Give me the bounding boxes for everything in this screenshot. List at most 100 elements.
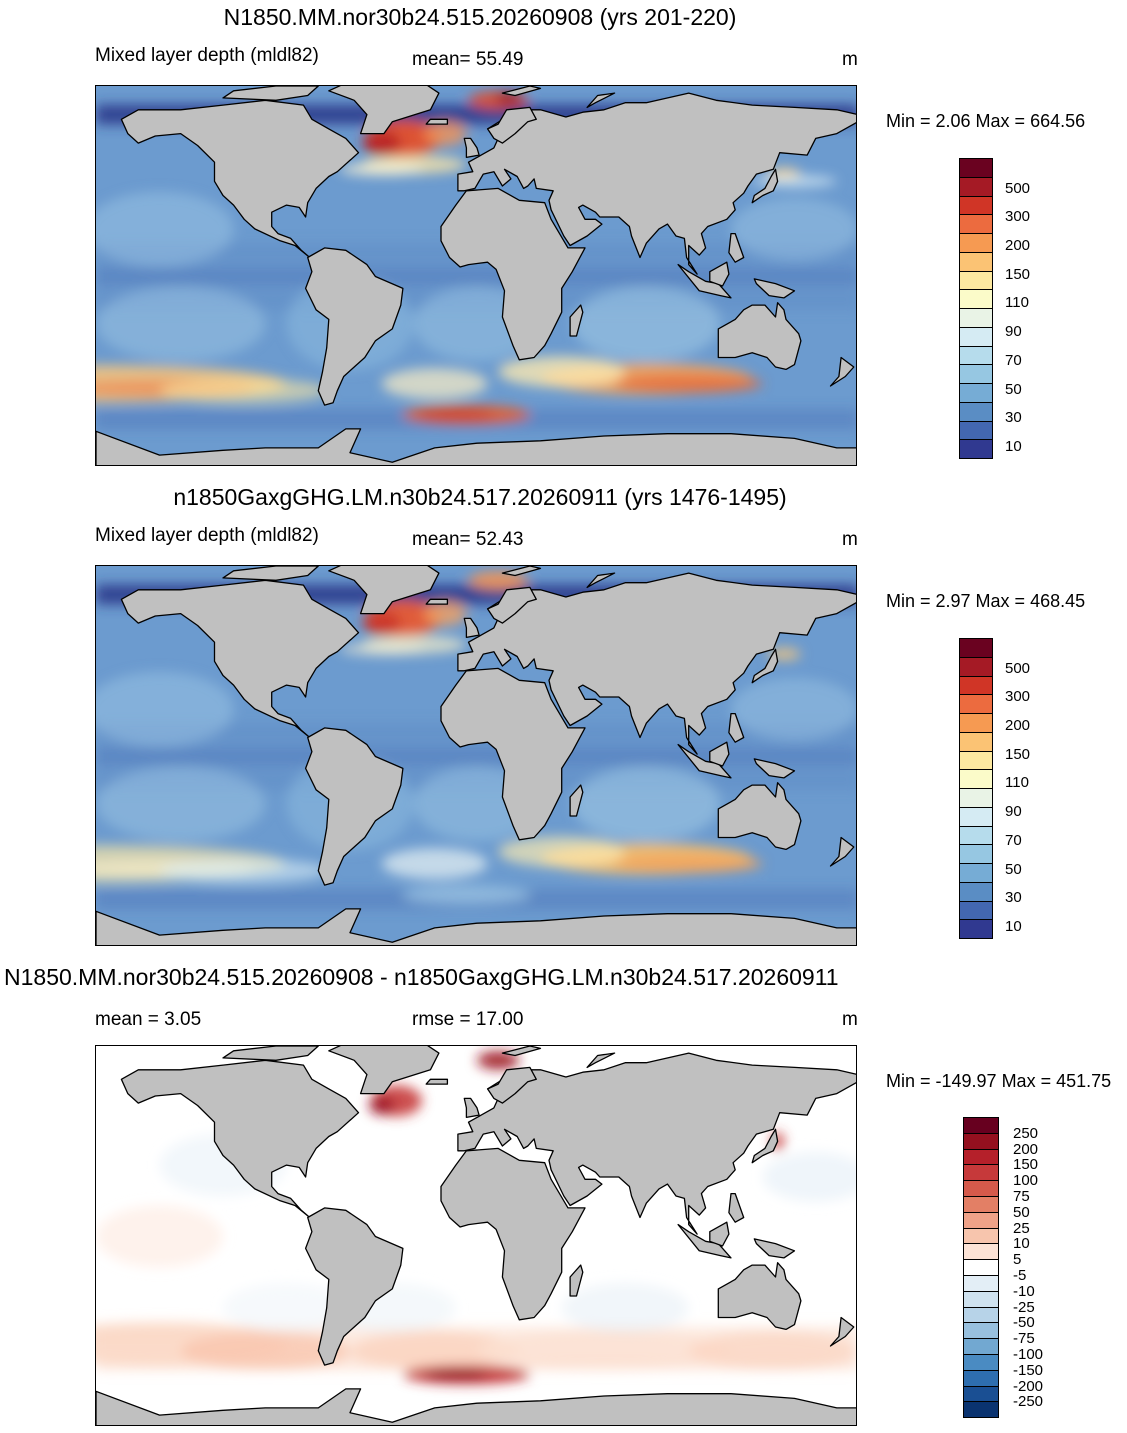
colorbar-swatch bbox=[959, 900, 993, 921]
colorbar-swatch bbox=[959, 195, 993, 216]
landmass bbox=[304, 247, 404, 406]
landmass bbox=[709, 1221, 730, 1247]
landmass bbox=[717, 302, 802, 371]
landmass bbox=[501, 86, 542, 97]
landmass bbox=[728, 1192, 745, 1223]
colorbar-swatch bbox=[959, 694, 993, 714]
colorbar-tick-label: -150 bbox=[1013, 1361, 1044, 1379]
colorbar: 250 200 150 100 75 50 25 10 5 -5 -10 -25 -50 -75 -100-… bbox=[963, 1117, 1043, 1419]
colorbar-tick-label: 150 bbox=[1013, 1156, 1039, 1174]
colorbar-tick-label: 150 bbox=[1005, 265, 1031, 283]
field-patch bbox=[339, 163, 425, 176]
field-patch bbox=[159, 378, 329, 404]
colorbar-tick-label: 30 bbox=[1005, 889, 1022, 907]
landmass bbox=[328, 566, 440, 615]
colorbar-tick-label: 90 bbox=[1005, 323, 1022, 341]
field-patch bbox=[477, 1332, 731, 1370]
landmass bbox=[569, 1264, 584, 1297]
units-label: m bbox=[842, 1009, 858, 1030]
colorbar-tick-label: 10 bbox=[1005, 917, 1022, 935]
landmass bbox=[440, 1147, 586, 1321]
landmass bbox=[753, 278, 796, 299]
landmass bbox=[222, 86, 319, 101]
landmass bbox=[753, 758, 796, 779]
colorbar-swatch bbox=[959, 788, 993, 808]
field-patch bbox=[96, 766, 266, 842]
landmass bbox=[440, 667, 586, 841]
colorbar-swatch bbox=[963, 1227, 999, 1245]
field-patch bbox=[96, 286, 266, 362]
field-patch bbox=[350, 1332, 520, 1370]
difference-map bbox=[95, 1045, 857, 1426]
field-patch bbox=[339, 643, 425, 656]
landmass bbox=[751, 1128, 779, 1164]
landmass bbox=[586, 92, 616, 109]
colorbar-tick-label: 10 bbox=[1013, 1235, 1030, 1253]
landmass bbox=[829, 1316, 855, 1347]
colorbar-swatch bbox=[959, 769, 993, 789]
field-patch bbox=[614, 374, 763, 393]
landmass bbox=[829, 836, 855, 867]
colorbar-swatch bbox=[959, 251, 993, 272]
colorbar-tick-label: 70 bbox=[1005, 351, 1022, 369]
colorbar-tick-label: 30 bbox=[1005, 409, 1022, 427]
colorbar-swatch bbox=[963, 1275, 999, 1292]
colorbar-tick-label: -100 bbox=[1013, 1346, 1044, 1363]
colorbar-swatch bbox=[963, 1148, 999, 1166]
colorbar-tick-label: 110 bbox=[1005, 774, 1029, 792]
min-max-label: Min = 2.06 Max = 664.56 bbox=[886, 111, 1086, 131]
landmass bbox=[717, 1262, 802, 1331]
colorbar-swatch bbox=[959, 713, 993, 733]
mld-map bbox=[95, 565, 857, 946]
landmass bbox=[457, 1052, 856, 1235]
mean-label: mean = 3.05 bbox=[95, 1009, 202, 1030]
landmass bbox=[463, 617, 480, 639]
colorbar-tick-label: 75 bbox=[1013, 1188, 1030, 1205]
colorbar-swatch bbox=[959, 919, 993, 939]
units-label: m bbox=[842, 49, 858, 70]
colorbar-tick-label: 100 bbox=[1013, 1172, 1039, 1190]
ocean-field bbox=[96, 91, 856, 430]
colorbar-swatch bbox=[963, 1306, 999, 1324]
landmass bbox=[120, 579, 360, 739]
colorbar-tick-label: -75 bbox=[1013, 1330, 1035, 1348]
landmass bbox=[222, 1046, 319, 1061]
landmass bbox=[717, 782, 802, 851]
colorbar-swatch bbox=[959, 308, 993, 328]
field-patch bbox=[688, 1332, 856, 1370]
landmass bbox=[425, 118, 449, 125]
field-patch bbox=[424, 1369, 488, 1380]
landmass bbox=[222, 566, 319, 581]
colorbar-swatch bbox=[959, 176, 993, 197]
colorbar-swatch bbox=[959, 731, 993, 752]
landmass bbox=[425, 598, 449, 605]
colorbar-tick-label: 10 bbox=[1005, 437, 1022, 455]
landmass bbox=[751, 168, 779, 204]
field-patch bbox=[417, 409, 494, 420]
field-band bbox=[96, 746, 856, 767]
colorbar-tick-label: 200 bbox=[1005, 717, 1031, 735]
field-band bbox=[96, 266, 856, 287]
colorbar-swatch bbox=[959, 401, 993, 422]
colorbar-swatch bbox=[963, 1290, 999, 1308]
colorbar-tick-label: 300 bbox=[1005, 208, 1031, 226]
landmass bbox=[753, 1238, 796, 1259]
mean-label: mean= 55.49 bbox=[412, 49, 524, 70]
ocean-field bbox=[96, 1051, 856, 1384]
colorbar-swatch bbox=[963, 1369, 999, 1387]
colorbar-tick-label: -250 bbox=[1013, 1393, 1044, 1411]
colorbar-tick-label: -25 bbox=[1013, 1298, 1035, 1316]
landmass bbox=[486, 1066, 537, 1104]
colorbar-tick-label: 500 bbox=[1005, 179, 1031, 197]
landmass bbox=[677, 1223, 732, 1259]
field-patch bbox=[762, 1152, 856, 1202]
landmass bbox=[709, 261, 730, 287]
units-label: m bbox=[842, 529, 858, 550]
colorbar-swatch bbox=[963, 1211, 999, 1229]
panel-title: N1850.MM.nor30b24.515.20260908 - n1850Ga… bbox=[4, 964, 839, 990]
colorbar-tick-label: 50 bbox=[1005, 380, 1022, 398]
colorbar-swatch bbox=[963, 1259, 999, 1276]
landmass bbox=[120, 99, 360, 259]
colorbar-swatch bbox=[959, 881, 993, 902]
colorbar-tick-label: 150 bbox=[1005, 745, 1031, 763]
